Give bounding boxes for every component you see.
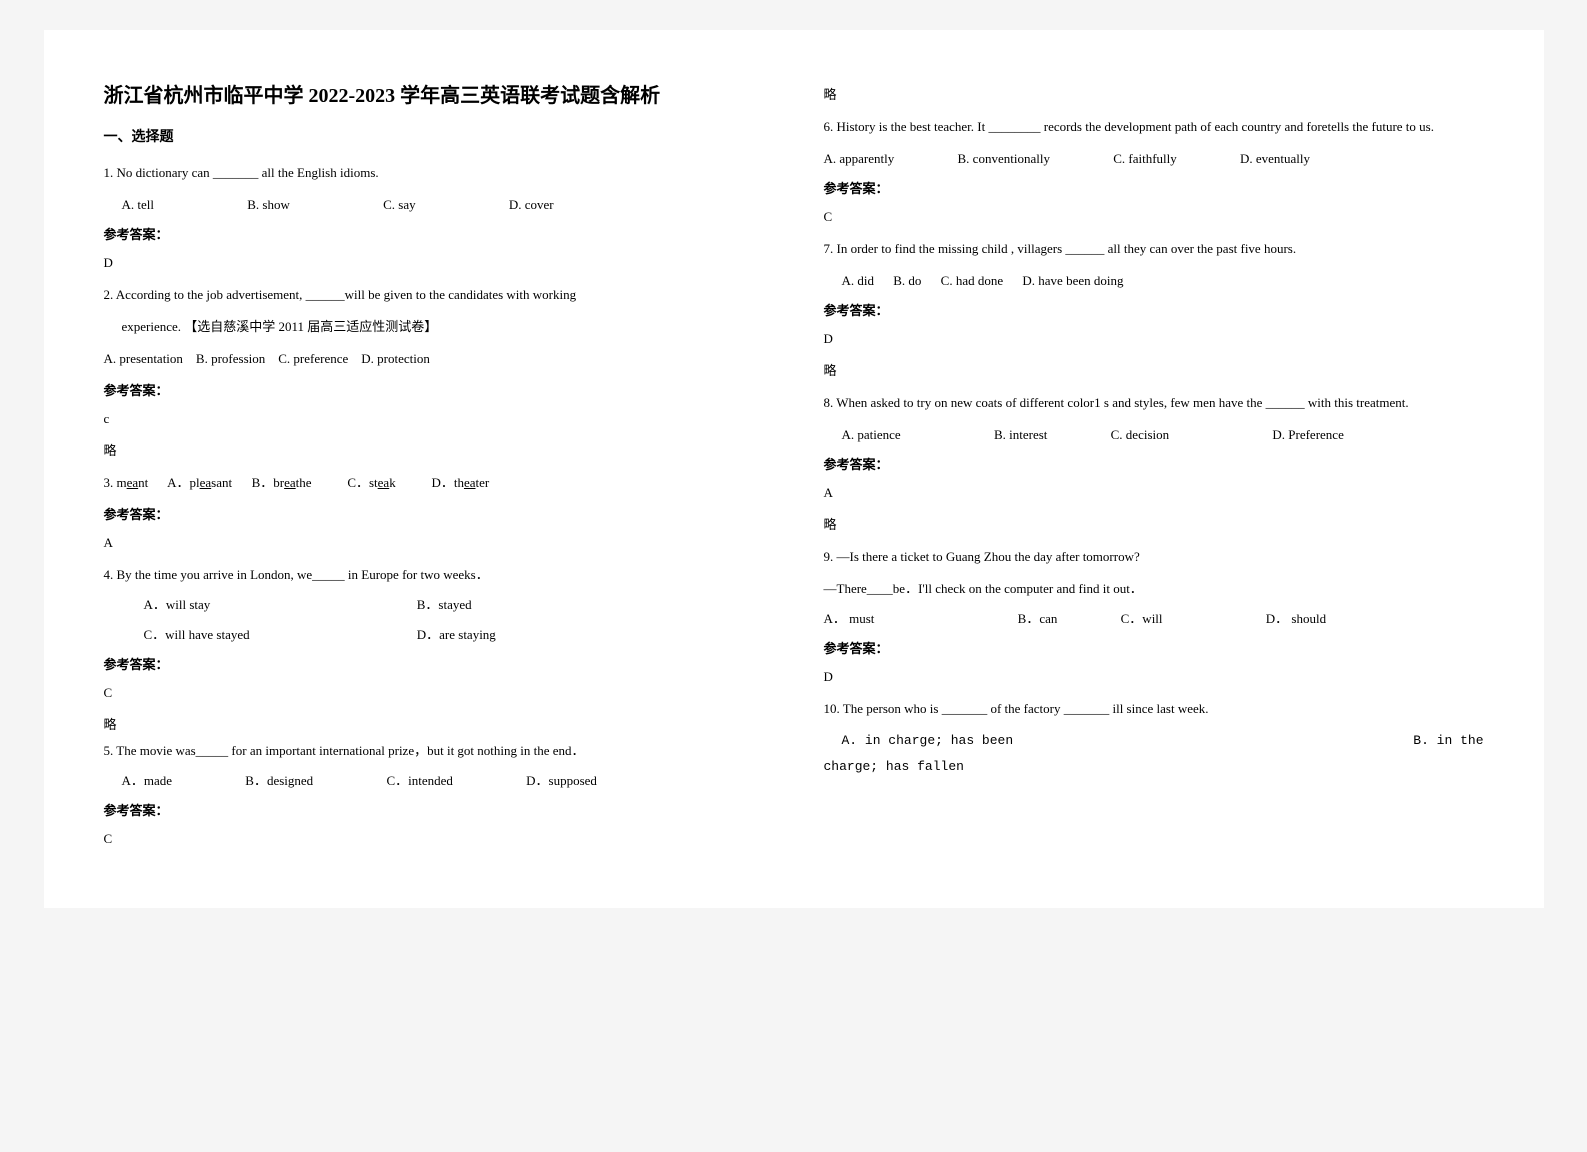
q6-opt-c: C. faithfully — [1113, 151, 1177, 166]
q10-opt-a: A. in charge; has been — [842, 728, 1014, 754]
q2-opt-b: B. profession — [196, 351, 265, 366]
q9-opt-c: C．will — [1121, 611, 1163, 626]
q3-stem: 3. meant — [104, 475, 149, 490]
q6-opt-a: A. apparently — [824, 151, 895, 166]
q9-line2: —There____be．I'll check on the computer … — [824, 576, 1484, 602]
q6-options: A. apparently B. conventionally C. faith… — [824, 146, 1484, 172]
answer-label: 参考答案： — [104, 222, 764, 248]
q2-answer: c — [104, 406, 764, 432]
q2-line1: 2. According to the job advertisement, _… — [104, 282, 764, 308]
q2-opt-c: C. preference — [278, 351, 348, 366]
q2-lue: 略 — [104, 438, 764, 464]
q2-options: A. presentation B. profession C. prefere… — [104, 346, 764, 372]
q7-lue: 略 — [824, 358, 1484, 384]
q2-opt-a: A. presentation — [104, 351, 183, 366]
q2-line2: experience. 【选自慈溪中学 2011 届高三适应性测试卷】 — [122, 314, 764, 340]
q1-opt-d: D. cover — [509, 197, 554, 212]
q9-opt-d: D． should — [1266, 611, 1326, 626]
answer-label: 参考答案： — [824, 176, 1484, 202]
q5-options: A．made B．designed C．intended D．supposed — [122, 768, 764, 794]
q1-opt-b: B. show — [247, 197, 290, 212]
q4-options-row1: A．will stay B．stayed — [144, 592, 764, 618]
right-column: 略 6. History is the best teacher. It ___… — [824, 80, 1484, 858]
q3-opt-d: D．theater — [431, 475, 489, 490]
q6-opt-b: B. conventionally — [958, 151, 1050, 166]
q3-opt-c: C．steak — [347, 475, 395, 490]
q5-lue: 略 — [824, 82, 1484, 108]
q3-opt-a: A．pleasant — [167, 475, 232, 490]
q10-options-row1: A. in charge; has been B. in the — [842, 728, 1484, 754]
answer-label: 参考答案： — [824, 636, 1484, 662]
q7-options: A. did B. do C. had done D. have been do… — [842, 268, 1484, 294]
q9-opt-b: B．can — [1018, 611, 1058, 626]
q5-opt-c: C．intended — [386, 773, 452, 788]
q7-opt-c: C. had done — [941, 273, 1003, 288]
q1-answer: D — [104, 250, 764, 276]
q4-options-row2: C．will have stayed D．are staying — [144, 622, 764, 648]
q6-opt-d: D. eventually — [1240, 151, 1310, 166]
q1-text: 1. No dictionary can _______ all the Eng… — [104, 160, 764, 186]
q9-line1: 9. —Is there a ticket to Guang Zhou the … — [824, 544, 1484, 570]
q10-opt-b: B. in the — [1413, 728, 1483, 754]
q8-answer: A — [824, 480, 1484, 506]
q2-opt-d: D. protection — [361, 351, 430, 366]
q8-options: A. patience B. interest C. decision D. P… — [842, 422, 1484, 448]
q5-opt-b: B．designed — [245, 773, 313, 788]
q4-opt-d: D．are staying — [417, 627, 496, 642]
answer-label: 参考答案： — [824, 452, 1484, 478]
q4-text: 4. By the time you arrive in London, we_… — [104, 562, 764, 588]
answer-label: 参考答案： — [104, 652, 764, 678]
answer-label: 参考答案： — [104, 502, 764, 528]
q8-text: 8. When asked to try on new coats of dif… — [824, 390, 1484, 416]
q4-answer: C — [104, 680, 764, 706]
answer-label: 参考答案： — [104, 798, 764, 824]
q3-opt-b: B．breathe — [252, 475, 312, 490]
q8-lue: 略 — [824, 512, 1484, 538]
q8-opt-d: D. Preference — [1272, 427, 1343, 442]
q7-opt-a: A. did — [842, 273, 875, 288]
q5-opt-d: D．supposed — [526, 773, 597, 788]
q6-answer: C — [824, 204, 1484, 230]
q1-options: A. tell B. show C. say D. cover — [122, 192, 764, 218]
q5-answer: C — [104, 826, 764, 852]
q3-row: 3. meant A．pleasant B．breathe C．steak D．… — [104, 470, 764, 496]
q4-opt-a: A．will stay — [144, 592, 374, 618]
section-heading: 一、选择题 — [104, 124, 764, 152]
answer-label: 参考答案： — [104, 378, 764, 404]
left-column: 浙江省杭州市临平中学 2022-2023 学年高三英语联考试题含解析 一、选择题… — [104, 80, 764, 858]
q7-text: 7. In order to find the missing child , … — [824, 236, 1484, 262]
page: 浙江省杭州市临平中学 2022-2023 学年高三英语联考试题含解析 一、选择题… — [44, 30, 1544, 908]
q7-opt-b: B. do — [893, 273, 921, 288]
q8-opt-b: B. interest — [994, 427, 1047, 442]
q6-text: 6. History is the best teacher. It _____… — [824, 114, 1484, 140]
q1-opt-a: A. tell — [122, 197, 155, 212]
doc-title: 浙江省杭州市临平中学 2022-2023 学年高三英语联考试题含解析 — [104, 80, 764, 112]
q4-opt-c: C．will have stayed — [144, 622, 374, 648]
q8-opt-c: C. decision — [1111, 427, 1170, 442]
q5-text: 5. The movie was_____ for an important i… — [104, 738, 764, 764]
q1-opt-c: C. say — [383, 197, 416, 212]
q7-answer: D — [824, 326, 1484, 352]
q10-opt-b-cont: charge; has fallen — [824, 754, 1484, 780]
q3-answer: A — [104, 530, 764, 556]
q9-opt-a: A． must — [824, 611, 875, 626]
q7-opt-d: D. have been doing — [1022, 273, 1123, 288]
q9-answer: D — [824, 664, 1484, 690]
q10-text: 10. The person who is _______ of the fac… — [824, 696, 1484, 722]
q4-lue: 略 — [104, 712, 764, 738]
q8-opt-a: A. patience — [842, 427, 901, 442]
q5-opt-a: A．made — [122, 773, 173, 788]
q4-opt-b: B．stayed — [417, 597, 472, 612]
q9-options: A． must B．can C．will D． should — [824, 606, 1484, 632]
answer-label: 参考答案： — [824, 298, 1484, 324]
